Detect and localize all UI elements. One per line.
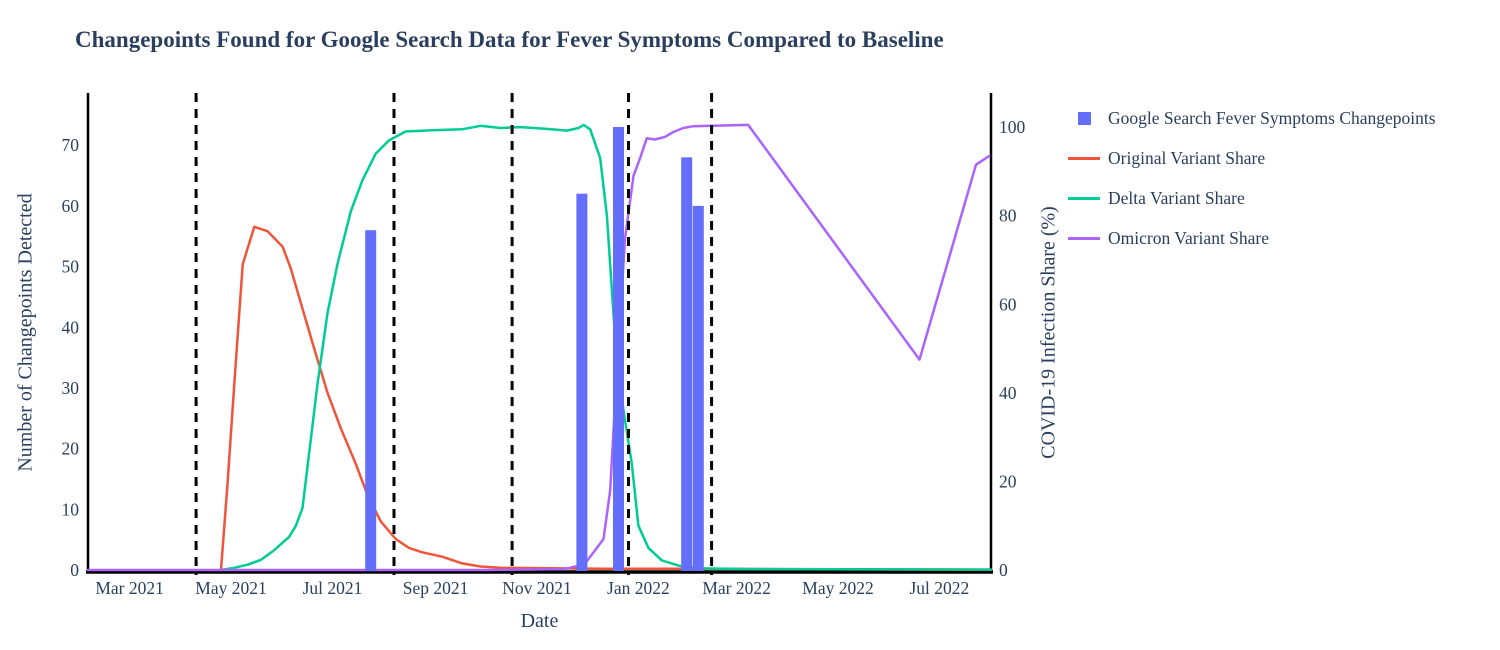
y-left-tick-label: 0 (70, 560, 79, 580)
line-swatch-icon (1068, 236, 1100, 240)
x-tick-label: Nov 2021 (502, 578, 572, 598)
legend-item-changepoints[interactable]: Google Search Fever Symptoms Changepoint… (1068, 98, 1436, 138)
x-tick-label: May 2021 (195, 578, 266, 598)
legend-item-omicron-variant[interactable]: Omicron Variant Share (1068, 218, 1436, 258)
legend-label: Delta Variant Share (1108, 187, 1245, 208)
legend-label: Original Variant Share (1108, 147, 1266, 168)
y-left-tick-label: 60 (62, 196, 80, 216)
y-left-tick-label: 50 (62, 257, 80, 277)
chart-title: Changepoints Found for Google Search Dat… (75, 27, 944, 52)
x-tick-label: May 2022 (802, 578, 873, 598)
y-left-tick-label: 40 (62, 317, 80, 337)
x-tick-label: Mar 2022 (702, 578, 771, 598)
y-right-tick-label: 0 (999, 560, 1008, 580)
x-axis-title: Date (520, 610, 559, 632)
y-left-tick-label: 10 (62, 499, 80, 519)
y-right-tick-label: 80 (999, 206, 1017, 226)
x-tick-label: Sep 2021 (403, 578, 469, 598)
y-right-axis-title: COVID-19 Infection Share (%) (1037, 206, 1060, 459)
changepoint-bar (576, 193, 588, 571)
legend-label: Google Search Fever Symptoms Changepoint… (1108, 107, 1436, 128)
y-left-tick-label: 70 (62, 135, 80, 155)
changepoint-bar (692, 205, 704, 571)
legend-item-original-variant[interactable]: Original Variant Share (1068, 138, 1436, 178)
changepoint-bar (365, 230, 377, 571)
line-swatch-icon (1068, 196, 1100, 200)
line-delta-variant-share (219, 123, 993, 572)
y-left-tick-label: 20 (62, 439, 80, 459)
x-tick-label: Jul 2021 (303, 578, 363, 598)
x-tick-label: Mar 2021 (95, 578, 164, 598)
x-tick-label: Jan 2022 (607, 578, 670, 598)
y-right-tick-label: 100 (999, 117, 1026, 137)
x-tick-label: Jul 2022 (909, 578, 969, 598)
changepoint-bar (613, 127, 624, 571)
y-left-tick-label: 30 (62, 378, 80, 398)
line-omicron-variant-share (86, 123, 991, 572)
y-right-tick-label: 20 (999, 471, 1017, 491)
y-right-tick-label: 60 (999, 294, 1017, 314)
line-swatch-icon (1068, 156, 1100, 160)
legend: Google Search Fever Symptoms Changepoint… (1068, 98, 1436, 258)
legend-label: Omicron Variant Share (1108, 227, 1270, 248)
changepoint-bar (681, 157, 693, 572)
bar-swatch-icon (1068, 111, 1100, 125)
legend-item-delta-variant[interactable]: Delta Variant Share (1068, 178, 1436, 218)
y-right-tick-label: 40 (999, 383, 1017, 403)
y-left-axis-title: Number of Changepoints Detected (14, 193, 37, 472)
